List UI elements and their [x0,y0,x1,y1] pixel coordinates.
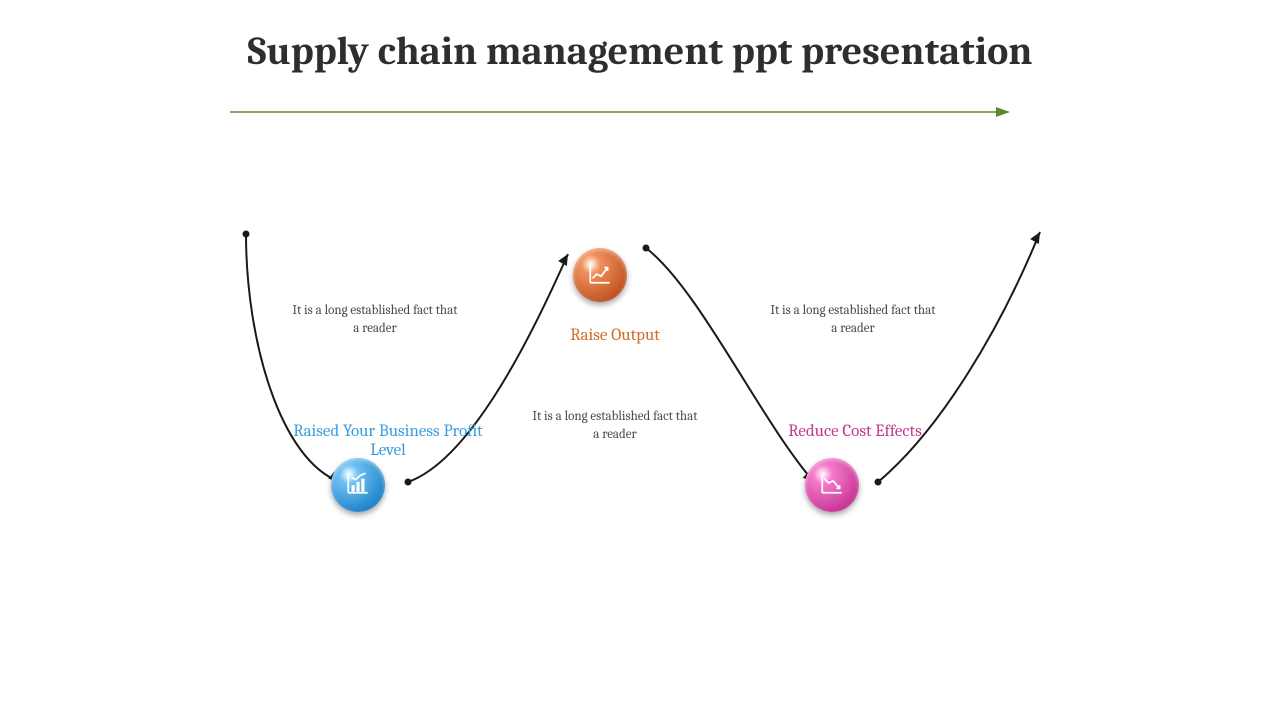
node-desc-output: It is a long established fact that a rea… [530,408,700,443]
connector-start-dot [875,479,882,486]
top-arrow-head [996,107,1010,117]
slide: Supply chain management ppt presentation… [0,0,1280,720]
connector-curve [646,248,814,482]
bars-up-icon [345,470,371,500]
node-title-cost: Reduce Cost Effects [755,422,955,441]
node-profit [331,458,385,512]
connector-start-dot [405,479,412,486]
top-arrow [230,105,1010,119]
node-cost [805,458,859,512]
diagram: Raised Your Business Profit Level It is a… [0,180,1280,650]
node-title-profit: Raised Your Business Profit Level [278,422,498,460]
line-up-icon [587,260,613,290]
connector-start-dot [643,245,650,252]
connector-start-dot [243,231,250,238]
line-down-icon [819,470,845,500]
connector-curve [878,232,1040,482]
node-desc-cost: It is a long established fact that a rea… [768,302,938,337]
node-output [573,248,627,302]
node-title-output: Raise Output [540,326,690,345]
page-title: Supply chain management ppt presentation [0,28,1280,74]
node-desc-profit: It is a long established fact that a rea… [290,302,460,337]
